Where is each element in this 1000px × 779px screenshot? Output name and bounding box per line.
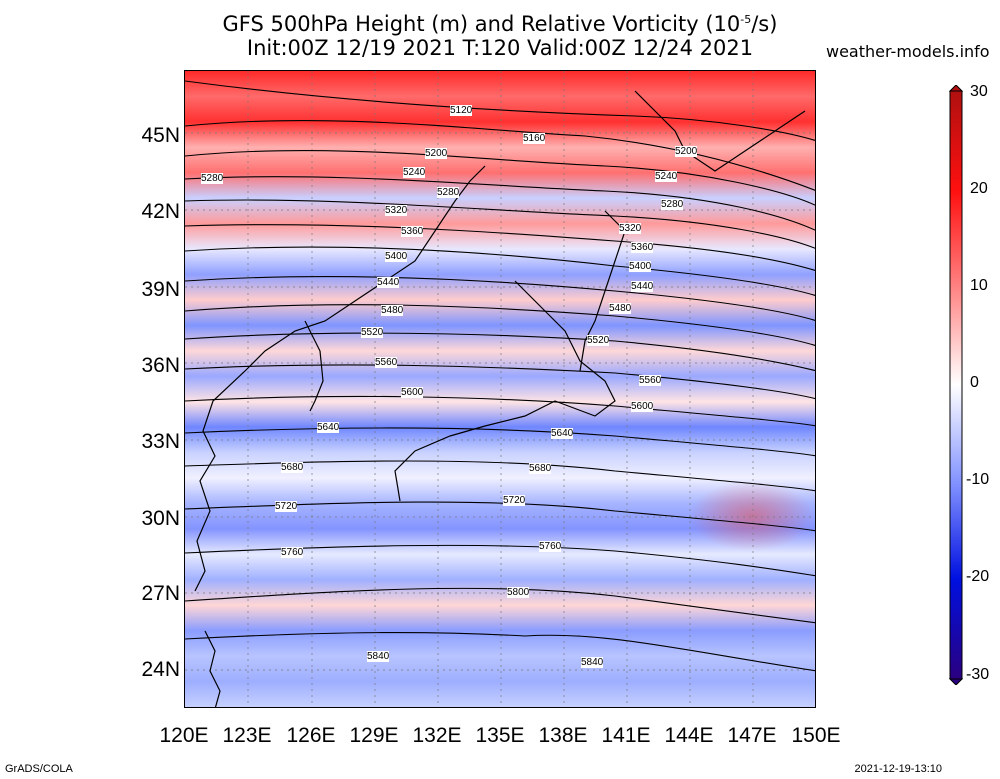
contour-label: 5800: [507, 587, 530, 598]
colorbar-label: -30: [966, 666, 990, 683]
lat-label-27n: 27N: [141, 582, 180, 605]
contour-label: 5200: [425, 148, 448, 159]
contour-label: 5280: [437, 187, 460, 198]
contour-label: 5560: [375, 357, 398, 368]
lon-label-150e: 150E: [791, 724, 841, 747]
contour-label: 5760: [281, 547, 304, 558]
contour-label: 5200: [675, 146, 698, 157]
contour-label: 5480: [381, 305, 404, 316]
contour-label: 5400: [629, 261, 652, 272]
lat-label-24n: 24N: [141, 658, 180, 681]
contour-label: 5640: [551, 428, 574, 439]
site-credit: weather-models.info: [826, 42, 990, 61]
lon-label-138e: 138E: [538, 724, 588, 747]
lat-label-30n: 30N: [141, 507, 180, 530]
contour-label: 5720: [503, 495, 526, 506]
contour-label: 5640: [317, 422, 340, 433]
height-contours: [185, 71, 815, 707]
lon-label-141e: 141E: [601, 724, 651, 747]
contour-label: 5400: [385, 251, 408, 262]
lat-label-36n: 36N: [141, 354, 180, 377]
footer-software: GrADS/COLA: [5, 763, 73, 775]
colorbar-max-arrow: [949, 85, 963, 92]
colorbar: [949, 85, 963, 685]
contour-label: 5240: [655, 171, 678, 182]
lon-label-129e: 129E: [349, 724, 399, 747]
contour-label: 5600: [631, 401, 654, 412]
colorbar-label: 0: [970, 374, 979, 391]
footer-timestamp: 2021-12-19-13:10: [854, 763, 942, 775]
contour-label: 5600: [401, 387, 424, 398]
contour-label: 5360: [401, 226, 424, 237]
colorbar-label: -20: [966, 568, 990, 585]
contour-label: 5320: [385, 205, 408, 216]
title-text: GFS 500hPa Height (m) and Relative Vorti…: [222, 12, 741, 36]
lat-label-42n: 42N: [141, 200, 180, 223]
contour-label: 5720: [275, 501, 298, 512]
lat-label-39n: 39N: [141, 278, 180, 301]
lon-label-135e: 135E: [475, 724, 525, 747]
lon-label-123e: 123E: [222, 724, 272, 747]
colorbar-min-arrow: [949, 678, 963, 685]
contour-labels: 5120 5160 5200 5200 5240 5240 5280 5280 …: [185, 71, 815, 707]
colorbar-label: 20: [970, 180, 988, 197]
contour-label: 5680: [281, 462, 304, 473]
contour-label: 5840: [581, 657, 604, 668]
colorbar-label: 10: [970, 277, 988, 294]
contour-label: 5440: [631, 281, 654, 292]
contour-label: 5680: [529, 463, 552, 474]
map-subtitle: Init:00Z 12/19 2021 T:120 Valid:00Z 12/2…: [246, 36, 754, 60]
contour-label: 5840: [367, 651, 390, 662]
contour-label: 5160: [523, 133, 546, 144]
contour-label: 5320: [619, 223, 642, 234]
colorbar-label: -10: [966, 471, 990, 488]
contour-label: 5360: [631, 242, 654, 253]
lat-label-45n: 45N: [141, 124, 180, 147]
title-exponent: -5: [740, 13, 752, 26]
contour-label: 5520: [587, 335, 610, 346]
lon-label-120e: 120E: [159, 724, 209, 747]
isohypses: [185, 80, 815, 672]
contour-label: 5120: [450, 105, 473, 116]
contour-label: 5280: [201, 173, 224, 184]
vorticity-map[interactable]: 5120 5160 5200 5200 5240 5240 5280 5280 …: [184, 70, 816, 708]
lon-label-144e: 144E: [664, 724, 714, 747]
graticule: [185, 71, 815, 707]
lon-label-126e: 126E: [286, 724, 336, 747]
colorbar-label: 30: [970, 83, 988, 100]
contour-label: 5440: [377, 277, 400, 288]
lat-label-33n: 33N: [141, 430, 180, 453]
contour-label: 5760: [539, 541, 562, 552]
title-units: /s): [751, 12, 778, 36]
contour-label: 5520: [361, 327, 384, 338]
lon-label-147e: 147E: [727, 724, 777, 747]
contour-label: 5240: [403, 167, 426, 178]
contour-label: 5480: [609, 303, 632, 314]
map-title: GFS 500hPa Height (m) and Relative Vorti…: [180, 8, 820, 36]
contour-label: 5560: [639, 375, 662, 386]
contour-label: 5280: [661, 199, 684, 210]
lon-label-132e: 132E: [412, 724, 462, 747]
